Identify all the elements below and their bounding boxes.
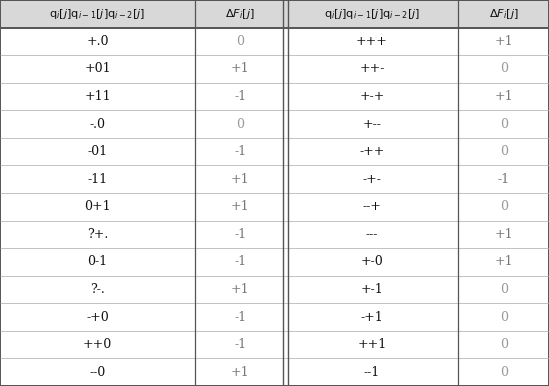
Text: --0: --0 (89, 366, 105, 379)
Text: $\mathsf{q}_i[j]\mathsf{q}_{i-1}[j]\mathsf{q}_{i-2}[j]$: $\mathsf{q}_i[j]\mathsf{q}_{i-1}[j]\math… (49, 7, 145, 21)
Text: ++0: ++0 (83, 338, 112, 351)
Text: ++-: ++- (359, 63, 385, 75)
Text: -+-: -+- (362, 173, 382, 186)
Text: --1: --1 (364, 366, 380, 379)
Text: -+0: -+0 (86, 311, 109, 323)
Text: 0: 0 (500, 118, 508, 130)
Text: -1: -1 (234, 311, 247, 323)
Text: 0+1: 0+1 (84, 200, 111, 213)
Text: -1: -1 (234, 145, 247, 158)
Text: 0: 0 (500, 283, 508, 296)
Text: +1: +1 (495, 35, 513, 48)
Text: -.0: -.0 (89, 118, 105, 130)
Text: ?-.: ?-. (90, 283, 105, 296)
Text: +01: +01 (84, 63, 111, 75)
Text: ---: --- (366, 228, 378, 241)
Text: +1: +1 (495, 228, 513, 241)
Text: +1: +1 (231, 200, 249, 213)
Text: -1: -1 (234, 338, 247, 351)
Text: $\mathsf{q}_i[j]\mathsf{q}_{i-1}[j]\mathsf{q}_{i-2}[j]$: $\mathsf{q}_i[j]\mathsf{q}_{i-1}[j]\math… (324, 7, 420, 21)
Text: --+: --+ (362, 200, 382, 213)
Text: +1: +1 (231, 366, 249, 379)
Text: +1: +1 (231, 63, 249, 75)
Text: -11: -11 (87, 173, 108, 186)
Text: +1: +1 (231, 173, 249, 186)
Text: +11: +11 (84, 90, 111, 103)
Text: 0: 0 (500, 366, 508, 379)
Text: 0: 0 (236, 118, 244, 130)
Text: 0-1: 0-1 (87, 256, 108, 268)
Text: +-+: +-+ (359, 90, 385, 103)
Text: ++1: ++1 (357, 338, 386, 351)
Text: $\Delta F_i[j]$: $\Delta F_i[j]$ (225, 7, 255, 21)
Text: +-1: +-1 (361, 283, 383, 296)
Text: 0: 0 (500, 145, 508, 158)
Bar (0, 0, 549, 27)
Text: 0: 0 (500, 200, 508, 213)
Text: -+1: -+1 (361, 311, 383, 323)
Text: -++: -++ (359, 145, 385, 158)
Text: ?+.: ?+. (87, 228, 108, 241)
Text: 0: 0 (500, 63, 508, 75)
Text: 0: 0 (500, 311, 508, 323)
Text: 0: 0 (236, 35, 244, 48)
Text: +1: +1 (495, 256, 513, 268)
Text: -1: -1 (234, 228, 247, 241)
Text: $\Delta F_i[j]$: $\Delta F_i[j]$ (489, 7, 519, 21)
Text: +1: +1 (495, 90, 513, 103)
Text: -1: -1 (497, 173, 510, 186)
Text: -01: -01 (87, 145, 108, 158)
Text: +-0: +-0 (361, 256, 383, 268)
Text: 0: 0 (500, 338, 508, 351)
Text: +--: +-- (362, 118, 382, 130)
Text: +1: +1 (231, 283, 249, 296)
Text: +.0: +.0 (86, 35, 109, 48)
Text: -1: -1 (234, 90, 247, 103)
Text: +++: +++ (356, 35, 388, 48)
Text: -1: -1 (234, 256, 247, 268)
